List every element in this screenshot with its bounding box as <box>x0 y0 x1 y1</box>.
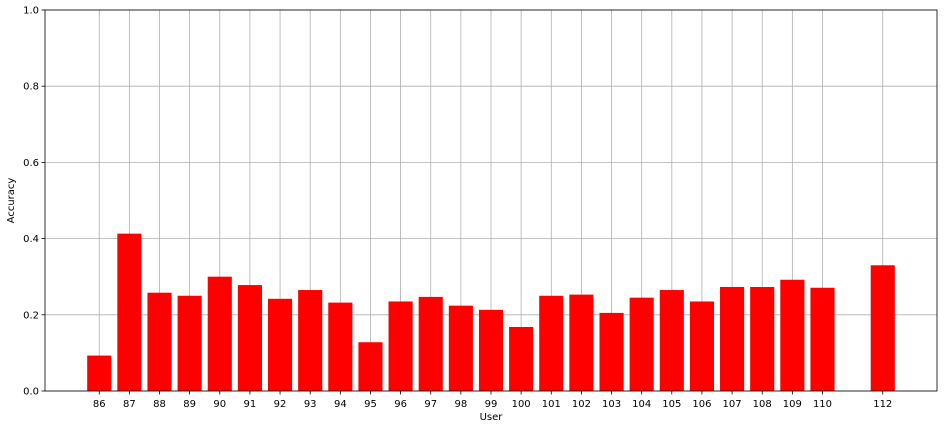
y-axis: 0.0 0.2 0.4 0.6 0.8 1.0 <box>23 6 45 398</box>
bar <box>780 279 805 391</box>
y-tick-label: 0.8 <box>23 82 39 93</box>
x-tick-label: 107 <box>723 399 742 410</box>
x-tick-label: 90 <box>213 399 226 410</box>
x-tick-label: 105 <box>662 399 681 410</box>
bars <box>87 233 895 391</box>
bar <box>298 290 323 391</box>
x-tick-label: 103 <box>602 399 621 410</box>
bar <box>870 265 895 391</box>
x-tick-label: 87 <box>123 399 136 410</box>
y-tick-label: 0.0 <box>23 387 39 398</box>
x-tick-label: 98 <box>454 399 467 410</box>
bar <box>147 292 172 391</box>
x-tick-label: 96 <box>394 399 407 410</box>
x-tick-label: 86 <box>93 399 106 410</box>
x-tick-label: 104 <box>632 399 651 410</box>
bar <box>237 285 262 391</box>
y-tick-label: 0.4 <box>23 234 39 245</box>
bar <box>599 312 624 391</box>
y-axis-label: Accuracy <box>6 178 17 224</box>
bar <box>448 305 473 391</box>
bar <box>358 342 383 391</box>
x-tick-label: 91 <box>244 399 257 410</box>
x-tick-label: 93 <box>304 399 317 410</box>
x-tick-label: 110 <box>813 399 832 410</box>
x-tick-label: 89 <box>183 399 196 410</box>
y-tick-label: 1.0 <box>23 6 39 17</box>
bar <box>388 301 413 391</box>
x-tick-label: 94 <box>334 399 347 410</box>
bar <box>689 301 714 391</box>
bar <box>268 298 293 391</box>
x-tick-label: 106 <box>692 399 711 410</box>
x-tick-label: 95 <box>364 399 377 410</box>
bar <box>207 276 232 391</box>
x-tick-label: 109 <box>783 399 802 410</box>
x-axis-label: User <box>480 412 504 423</box>
x-tick-label: 112 <box>873 399 892 410</box>
bar <box>478 309 504 391</box>
x-tick-label: 100 <box>512 399 531 410</box>
bar <box>750 286 775 391</box>
bar <box>720 286 745 391</box>
bar <box>177 295 202 391</box>
bar <box>509 326 534 391</box>
x-tick-label: 99 <box>485 399 498 410</box>
bar <box>328 302 353 391</box>
bar <box>659 290 684 391</box>
bar <box>418 296 443 391</box>
x-tick-label: 108 <box>753 399 772 410</box>
x-tick-label: 88 <box>153 399 166 410</box>
y-tick-label: 0.6 <box>23 158 39 169</box>
bar <box>87 355 112 391</box>
y-tick-label: 0.2 <box>23 310 39 321</box>
bar <box>569 294 594 391</box>
x-axis: 86 87 88 89 90 91 92 93 94 95 96 97 98 99 100 101 102 103… <box>93 391 892 410</box>
x-tick-label: 102 <box>572 399 591 410</box>
bar <box>117 233 142 391</box>
bar <box>810 287 835 391</box>
bar <box>539 295 564 391</box>
x-tick-label: 101 <box>542 399 561 410</box>
x-tick-label: 97 <box>424 399 437 410</box>
x-tick-label: 92 <box>274 399 287 410</box>
bar <box>629 297 654 391</box>
